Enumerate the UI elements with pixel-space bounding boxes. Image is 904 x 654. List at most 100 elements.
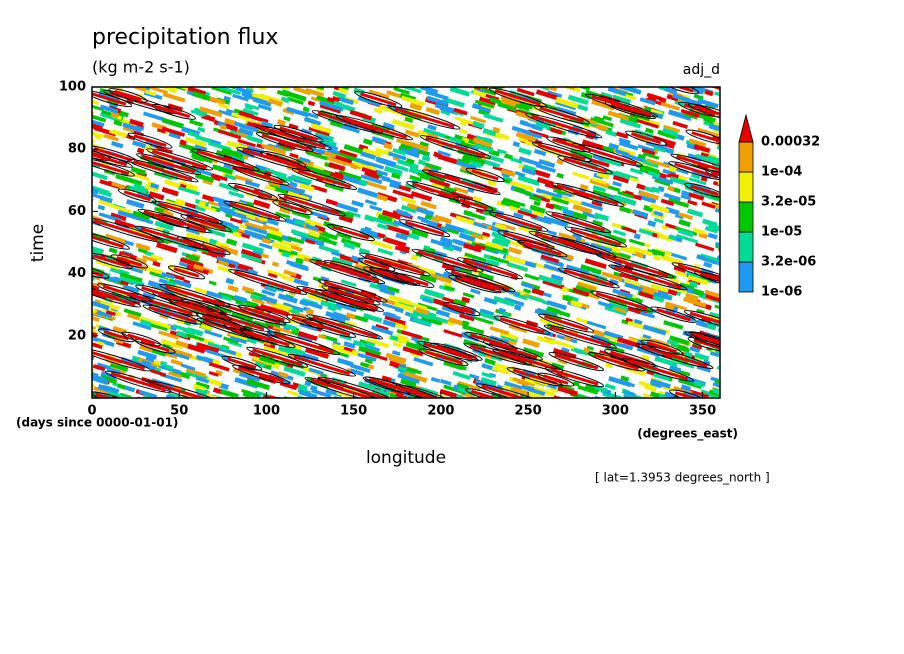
streak-core: [646, 341, 677, 354]
field-cell: [233, 294, 248, 303]
streak-contour: [135, 284, 184, 302]
streak-core: [95, 392, 141, 398]
streak-contour: [533, 105, 590, 125]
field-cell: [364, 180, 388, 191]
field-cell: [123, 284, 140, 293]
field-cell: [365, 351, 388, 361]
field-cell: [201, 113, 216, 123]
field-cell: [104, 233, 126, 244]
x-tick-label: 0: [87, 404, 96, 419]
field-cell: [656, 233, 674, 242]
field-cell: [99, 87, 110, 95]
field-cell: [349, 109, 373, 121]
field-cell: [217, 265, 233, 274]
streak-core: [133, 134, 167, 148]
field-cell: [396, 209, 412, 218]
field-texture: [92, 87, 720, 398]
field-cell: [123, 308, 142, 317]
field-cell: [642, 392, 658, 398]
streak-contour: [464, 331, 517, 351]
streak-contour: [273, 124, 325, 143]
field-cell: [423, 245, 431, 250]
field-cell: [197, 126, 206, 133]
field-cell: [500, 168, 516, 177]
field-cell: [513, 187, 531, 196]
field-cell: [695, 153, 719, 165]
field-cell: [444, 285, 456, 292]
field-cell: [219, 124, 227, 131]
field-cell: [591, 200, 603, 207]
field-cell: [531, 287, 545, 296]
field-cell: [672, 93, 691, 103]
field-cell: [582, 211, 599, 220]
streak-contour: [354, 90, 403, 108]
streak-contour: [321, 285, 381, 306]
streak-core: [148, 305, 197, 324]
field-cell: [474, 143, 494, 153]
streak-core: [93, 147, 133, 162]
streak-core: [594, 353, 640, 370]
field-cell: [604, 306, 627, 316]
streak-contour: [268, 331, 341, 356]
streak-core: [332, 225, 370, 240]
streak-core: [153, 381, 220, 398]
field-cell: [137, 87, 151, 91]
field-cell: [394, 364, 417, 375]
field-cell: [640, 354, 650, 362]
field-cell: [120, 175, 143, 186]
streak-core: [364, 253, 425, 275]
field-cell: [607, 110, 626, 120]
field-cell: [381, 375, 392, 383]
field-cell: [622, 152, 646, 163]
field-cell: [503, 153, 514, 160]
field-cell: [546, 306, 561, 315]
field-cell: [578, 188, 587, 194]
colorbar-label: 1e-05: [761, 225, 802, 240]
field-cell: [359, 361, 369, 368]
field-cell: [99, 301, 120, 311]
field-cell: [590, 242, 613, 254]
field-cell: [650, 380, 663, 388]
field-cell: [244, 224, 268, 235]
field-cell: [572, 171, 590, 180]
field-cell: [125, 198, 145, 209]
field-cell: [99, 104, 119, 114]
streak-contour: [419, 135, 492, 159]
field-cell: [225, 277, 235, 285]
field-cell: [521, 167, 537, 176]
field-cell: [688, 177, 707, 186]
streak-core: [312, 315, 378, 339]
field-cell: [279, 183, 301, 195]
field-cell: [241, 91, 253, 99]
field-cell: [709, 311, 720, 320]
field-cell: [653, 217, 664, 224]
field-cell: [406, 366, 422, 375]
field-cell: [376, 193, 389, 202]
streak-contour: [92, 231, 130, 250]
field-cell: [516, 289, 526, 296]
field-cell: [268, 306, 290, 317]
field-cell: [680, 194, 692, 201]
streak-core: [102, 284, 147, 301]
field-cell: [693, 380, 705, 388]
field-cell: [672, 120, 689, 129]
field-cell: [667, 109, 692, 121]
field-cell: [286, 259, 308, 271]
field-cell: [336, 202, 359, 213]
streak-core: [404, 220, 445, 236]
field-cell: [697, 98, 719, 109]
field-cell: [185, 368, 207, 378]
field-cell: [304, 347, 330, 359]
field-cell: [305, 308, 315, 316]
field-cell: [463, 243, 482, 253]
field-cell: [545, 202, 555, 210]
field-cell: [649, 203, 670, 214]
field-cell: [503, 296, 525, 307]
field-cell: [279, 207, 292, 215]
streak-contour: [136, 153, 201, 175]
field-cell: [257, 103, 272, 112]
field-cell: [592, 185, 607, 193]
field-cell: [208, 280, 217, 286]
field-cell: [139, 343, 154, 353]
